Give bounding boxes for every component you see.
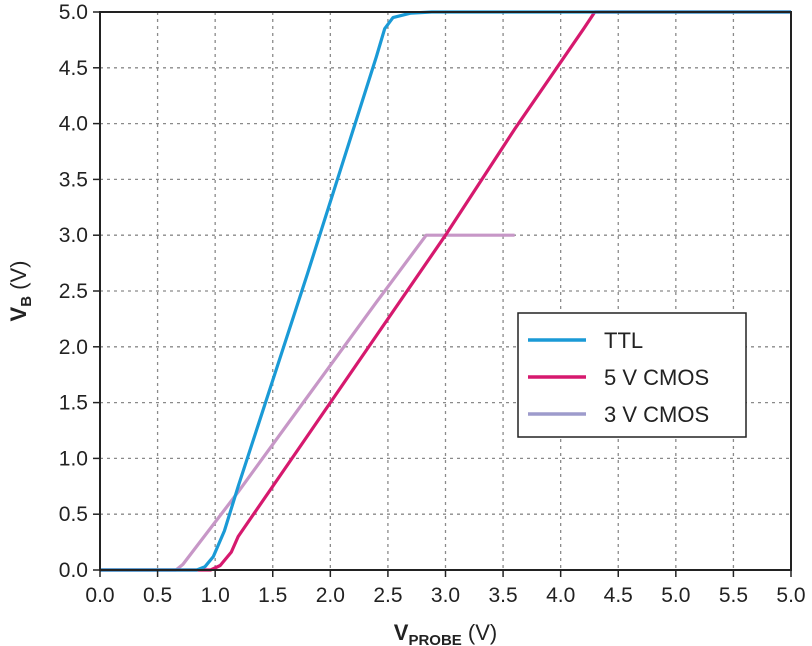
y-tick-label: 2.5 [59,280,88,303]
x-axis-title-subscript: PROBE [408,632,461,646]
y-tick-label: 1.5 [59,392,88,415]
y-tick-label: 5.0 [59,1,88,24]
y-tick-label: 3.5 [59,168,88,191]
x-tick-label: 5.0 [776,584,805,607]
x-tick-label: 5.0 [661,584,690,607]
x-tick-label: 0.0 [85,584,114,607]
grid [100,12,791,570]
y-axis-title-unit: (V) [6,261,31,296]
legend-label-ttl: TTL [604,328,643,353]
x-tick-label: 0.5 [143,584,172,607]
y-tick-label: 0.5 [59,503,88,526]
x-tick-label: 3.0 [431,584,460,607]
x-tick-label: 3.5 [488,584,517,607]
legend-box [517,312,747,438]
y-tick-label: 0.0 [59,559,88,582]
y-axis-title: VB (V) [6,261,35,322]
axis-ticks [93,11,792,577]
y-tick-label: 4.5 [59,57,88,80]
x-axis-title-unit: (V) [462,620,497,645]
x-tick-label: 5.5 [719,584,748,607]
x-axis-title: VPROBE (V) [394,620,497,646]
x-tick-label: 1.5 [258,584,287,607]
y-tick-label: 1.0 [59,447,88,470]
legend-label-3-v-cmos: 3 V CMOS [604,402,709,427]
y-tick-label: 3.0 [59,224,88,247]
x-tick-label: 4.5 [604,584,633,607]
x-tick-label: 4.0 [546,584,575,607]
series-line-ttl [100,10,791,572]
y-axis-title-main: V [6,306,31,321]
x-axis-title-main: V [394,620,409,645]
y-tick-label: 2.0 [59,336,88,359]
x-tick-label: 1.0 [201,584,230,607]
y-tick-label: 4.0 [59,113,88,136]
legend: TTL 5 V CMOS 3 V CMOS [517,312,747,438]
x-tick-label: 2.5 [373,584,402,607]
y-axis-title-subscript: B [18,296,35,307]
legend-label-5-v-cmos: 5 V CMOS [604,365,709,390]
tick-labels: 0.0 0.5 1.0 1.5 2.0 2.5 3.0 3.5 4.0 4.5 5.0 5.5 5.0 0… [59,1,806,607]
series-line-5-v-cmos [100,10,791,572]
x-tick-label: 2.0 [316,584,345,607]
